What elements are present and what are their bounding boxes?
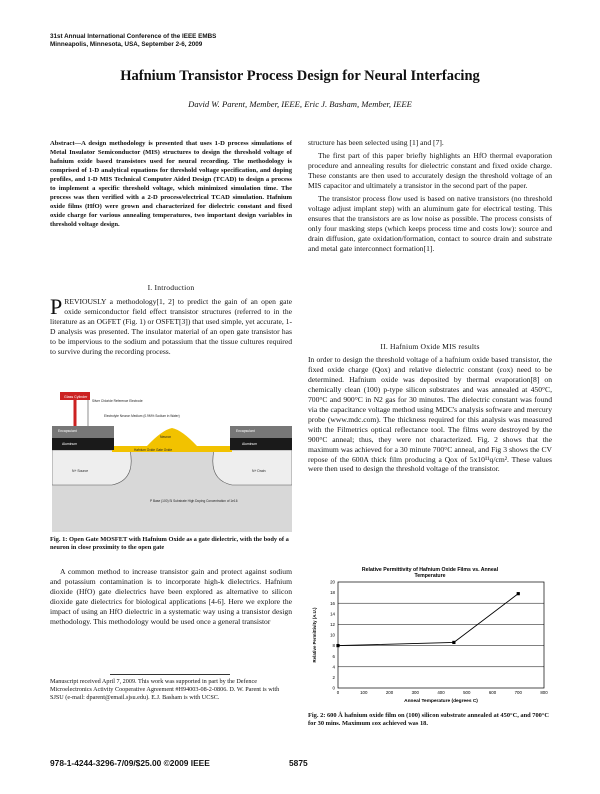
metal-left <box>52 438 114 450</box>
y-tick-label: 20 <box>330 580 335 585</box>
encapsulant-left <box>52 426 114 438</box>
label-silver: Silver Chloride Reference Electrode <box>92 399 143 403</box>
label-encapsulant-left: Encapsulant <box>58 429 77 433</box>
label-electrolyte: Electrolyte Neuron Medium (0.9M% Sodium … <box>104 414 180 418</box>
y-tick-label: 14 <box>330 611 335 616</box>
permittivity-chart: Relative Permittivity of Hafnium Oxide F… <box>312 567 548 704</box>
y-tick-label: 4 <box>333 664 336 669</box>
section-heading-introduction: I. Introduction <box>147 283 195 292</box>
x-tick-label: 700 <box>515 690 523 695</box>
footer-isbn: 978-1-4244-3296-7/09/$25.00 ©2009 IEEE <box>50 758 210 768</box>
source-well <box>51 449 132 486</box>
ogfet-diagram: Glass Cylinder Silver Chloride Reference… <box>51 390 293 532</box>
y-axis-label: Relative Permittivity (A.U.) <box>312 607 317 662</box>
x-axis-label: Anneal Temperature (degrees C) <box>404 698 478 704</box>
conference-line-1: 31st Annual International Conference of … <box>50 33 217 40</box>
x-tick-label: 100 <box>360 690 368 695</box>
x-tick-label: 0 <box>337 690 340 695</box>
drain-well <box>212 449 293 486</box>
x-tick-label: 800 <box>540 690 548 695</box>
glass-cylinder <box>60 392 90 400</box>
x-tick-label: 600 <box>489 690 497 695</box>
gate-oxide <box>112 446 232 452</box>
col2-paragraph-0: structure has been selected using [1] an… <box>308 138 444 147</box>
data-point <box>516 592 520 596</box>
y-tick-label: 6 <box>333 654 336 659</box>
label-encapsulant-right: Encapsulant <box>236 429 255 433</box>
right-column-text: structure has been selected using [1] an… <box>308 138 552 256</box>
neuron-body <box>147 428 197 446</box>
col2-paragraph-2: The transistor process flow used is base… <box>308 193 552 253</box>
chart-title-line-2: Temperature <box>414 573 445 579</box>
y-tick-label: 0 <box>333 686 336 691</box>
data-point <box>336 644 340 648</box>
encapsulant-right <box>230 426 292 438</box>
label-source: N+ Source <box>72 469 88 473</box>
author-line: David W. Parent, Member, IEEE, Eric J. B… <box>188 99 412 109</box>
intro-paragraph-1: P REVIOUSLY a methodology[1, 2] to predic… <box>50 294 292 357</box>
section-heading-results: II. Hafnium Oxide MIS results <box>380 342 480 351</box>
figure-1-caption: Fig. 1: Open Gate MOSFET with Hafnium Ox… <box>50 536 289 552</box>
label-gate-oxide: Hafnium Oxide Gate Oxide <box>134 448 172 452</box>
conference-header: 31st Annual International Conference of … <box>50 33 216 49</box>
figure-2-chart: Relative Permittivity of Hafnium Oxide F… <box>308 566 552 710</box>
figure-2-caption: Fig. 2: 600 Å hafnium oxide film on (100… <box>308 712 550 728</box>
intro-paragraph-2: A common method to increase transistor g… <box>50 567 292 630</box>
figure-1: Glass Cylinder Silver Chloride Reference… <box>51 390 293 532</box>
chart-title-line-1: Relative Permittivity of Hafnium Oxide F… <box>362 567 499 573</box>
footnote: Manuscript received April 7, 2009. This … <box>50 678 280 701</box>
intro-text-1: REVIOUSLY a methodology[1, 2] to predict… <box>50 297 292 356</box>
label-metal-right: Aluminum <box>242 442 257 446</box>
data-point <box>452 640 456 645</box>
label-neuron: Neuron <box>160 435 171 439</box>
y-tick-label: 10 <box>330 633 335 638</box>
y-tick-label: 16 <box>330 601 335 606</box>
label-drain: N+ Drain <box>252 469 266 473</box>
x-tick-label: 500 <box>463 690 471 695</box>
y-tick-label: 12 <box>330 622 335 627</box>
col2-paragraph-1: The first part of this paper briefly hig… <box>308 150 552 190</box>
y-tick-label: 18 <box>330 590 335 595</box>
label-metal-left: Aluminum <box>62 442 77 446</box>
metal-right <box>230 438 292 450</box>
footnote-rule <box>110 674 230 675</box>
abstract: Abstract—A design methodology is present… <box>50 140 292 228</box>
conference-line-2: Minneapolis, Minnesota, USA, September 2… <box>50 41 203 48</box>
page-number: 5875 <box>289 758 308 768</box>
x-tick-label: 400 <box>437 690 445 695</box>
y-tick-label: 8 <box>333 643 336 648</box>
intro-text-2: A common method to increase transistor g… <box>50 567 292 626</box>
y-tick-label: 2 <box>333 675 336 680</box>
x-tick-label: 300 <box>412 690 420 695</box>
drop-cap: P <box>50 294 63 319</box>
paper-title: Hafnium Transistor Process Design for Ne… <box>120 68 480 84</box>
label-p-base: P Base (100) Si Substrate High Doping Co… <box>150 499 238 503</box>
label-glass: Glass Cylinder <box>64 395 88 399</box>
results-paragraph: In order to design the threshold voltage… <box>308 355 552 474</box>
x-tick-label: 200 <box>386 690 394 695</box>
